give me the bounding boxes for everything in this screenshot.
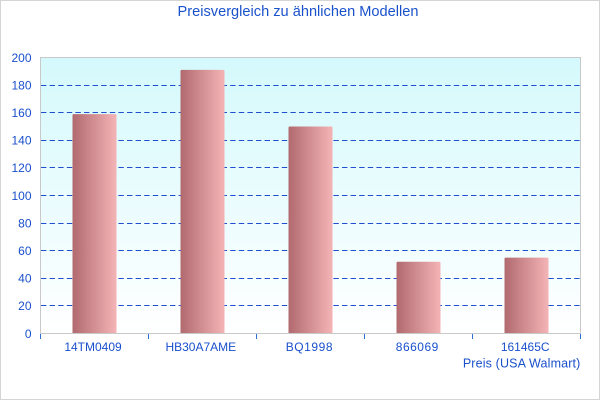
- svg-text:866069: 866069: [396, 340, 439, 354]
- svg-text:200: 200: [11, 51, 31, 65]
- svg-text:140: 140: [11, 134, 31, 148]
- svg-text:Preisvergleich zu ähnlichen Mo: Preisvergleich zu ähnlichen Modellen: [178, 4, 419, 20]
- svg-text:0: 0: [25, 327, 32, 341]
- svg-text:80: 80: [18, 216, 32, 230]
- svg-text:20: 20: [18, 299, 32, 313]
- svg-text:40: 40: [18, 272, 32, 286]
- svg-text:160: 160: [11, 106, 31, 120]
- svg-text:60: 60: [18, 244, 32, 258]
- svg-text:14TM0409: 14TM0409: [64, 340, 122, 354]
- svg-text:BQ1998: BQ1998: [286, 340, 333, 354]
- svg-text:Preis (USA Walmart): Preis (USA Walmart): [463, 357, 581, 371]
- svg-text:180: 180: [11, 78, 31, 92]
- svg-text:161465C: 161465C: [501, 340, 550, 354]
- svg-text:100: 100: [11, 189, 31, 203]
- svg-text:HB30A7AME: HB30A7AME: [165, 340, 236, 354]
- svg-text:120: 120: [11, 161, 31, 175]
